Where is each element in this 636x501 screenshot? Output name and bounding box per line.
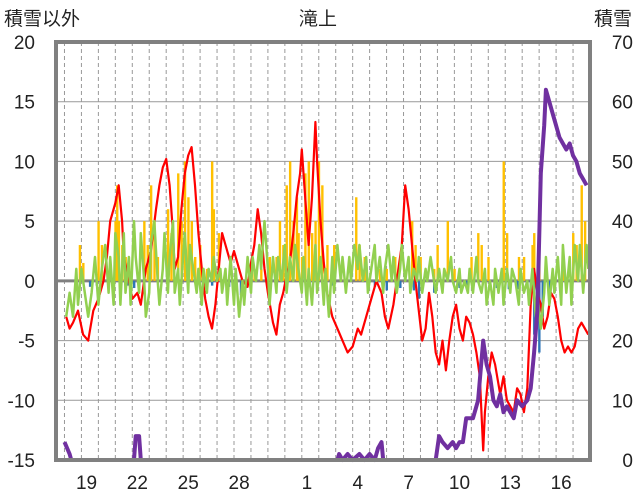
precipitation-bar-0	[78, 245, 82, 281]
precipitation-bar-41	[310, 233, 314, 281]
precipitation-bar-16	[177, 173, 180, 281]
precipitation-bar-43	[317, 161, 321, 281]
precipitation-bar-17	[180, 221, 183, 281]
precipitation-bar-36	[295, 197, 299, 281]
wind-line	[64, 219, 590, 330]
precipitation-bar-15	[170, 233, 173, 281]
precipitation-bar-5	[116, 185, 119, 281]
right-tick-label-3: 30	[612, 272, 633, 293]
line-series	[62, 87, 590, 462]
left-axis-title: 積雪以外	[4, 8, 80, 30]
precipitation-bar-2	[97, 221, 100, 281]
precipitation-bar-31	[278, 221, 282, 281]
x-tick-label-2: 25	[178, 473, 199, 494]
precipitation-bar-48	[355, 197, 358, 281]
precipitation-bar-18	[183, 161, 187, 281]
precipitation-bar-68	[522, 256, 526, 281]
precipitation-bar-61	[470, 256, 473, 281]
precipitation-bar-11	[149, 185, 153, 281]
chart-title: 滝上	[299, 8, 337, 30]
precipitation-bar-24	[210, 161, 214, 281]
precipitation-bar-1	[82, 262, 85, 281]
precipitation-bar-19	[187, 197, 190, 281]
x-tick-label-1: 22	[127, 473, 148, 494]
snowfall-bar-10	[385, 280, 388, 291]
right-tick-label-0: 0	[622, 451, 633, 472]
snowfall-bar-11	[399, 280, 402, 289]
precipitation-bar-70	[533, 233, 536, 281]
precipitation-bar-66	[505, 233, 509, 281]
left-tick-label-0: -15	[8, 451, 35, 472]
left-tick-label-7: 20	[14, 33, 35, 54]
precipitation-bar-58	[436, 245, 439, 281]
precipitation-bar-37	[297, 233, 300, 281]
left-tick-label-6: 15	[14, 93, 35, 114]
right-tick-label-1: 10	[612, 391, 633, 412]
x-tick-label-8: 13	[500, 473, 521, 494]
right-tick-label-2: 20	[612, 332, 633, 353]
precipitation-bar-51	[378, 268, 382, 281]
precipitation-bar-65	[502, 161, 505, 281]
left-tick-label-2: -5	[18, 332, 35, 353]
x-tick-label-3: 28	[229, 473, 250, 494]
precipitation-bar-49	[358, 245, 361, 281]
precipitation-bar-40	[307, 161, 310, 281]
snow_depth-line	[62, 87, 589, 462]
right-tick-label-5: 50	[612, 152, 633, 173]
precipitation-bar-62	[477, 233, 480, 281]
right-tick-label-7: 70	[612, 33, 633, 54]
precipitation-bar-9	[143, 221, 146, 281]
precipitation-bar-21	[194, 256, 197, 281]
snowfall-bar-3	[132, 280, 136, 289]
x-tick-label-7: 10	[449, 473, 470, 494]
snowfall-bar-0	[88, 280, 92, 287]
x-tick-label-5: 4	[352, 473, 363, 494]
axis-labels: -15 -10 -5 0 5 10 15 20 0 10 20 30 40 50 60 70 19 22 25 28 1…	[8, 33, 633, 494]
left-tick-label-4: 5	[24, 212, 35, 233]
precipitation-bar-67	[517, 256, 521, 281]
precipitation-bar-63	[480, 245, 483, 281]
precipitation-bar-46	[333, 245, 336, 281]
right-tick-label-6: 60	[612, 93, 633, 114]
snowfall-bar-13	[417, 280, 421, 299]
precipitation-bar-75	[580, 185, 583, 281]
precipitation-bar-59	[446, 221, 449, 281]
x-tick-label-0: 19	[76, 473, 97, 494]
plot-frame	[54, 40, 592, 462]
precipitation-bar-33	[285, 185, 288, 281]
precipitation-bar-29	[268, 256, 271, 281]
precipitation-bar-69	[531, 245, 534, 281]
left-tick-label-5: 10	[14, 152, 35, 173]
right-axis-title: 積雪	[594, 8, 632, 30]
precipitation-bar-55	[414, 245, 417, 281]
x-tick-label-9: 16	[551, 473, 572, 494]
precipitation-bar-14	[166, 209, 170, 281]
snowfall-bar-19	[516, 280, 519, 290]
precipitation-bar-12	[153, 221, 156, 281]
right-tick-label-4: 40	[612, 212, 633, 233]
snowfall-bar-12	[412, 280, 416, 291]
precipitation-bar-60	[453, 268, 456, 281]
precipitation-bar-52	[385, 268, 388, 281]
snowfall-bar-4	[210, 280, 214, 286]
left-tick-label-3: 0	[24, 272, 35, 293]
precipitation-bar-64	[487, 256, 490, 281]
left-tick-label-1: -10	[8, 391, 35, 412]
x-tick-label-6: 7	[403, 473, 414, 494]
precipitation-bar-45	[326, 245, 329, 281]
precipitation-bar-25	[212, 209, 216, 281]
precipitation-bar-39	[304, 173, 307, 281]
precipitation-bar-34	[288, 161, 292, 281]
precipitation-bar-28	[260, 268, 263, 281]
x-tick-label-4: 1	[302, 473, 313, 494]
